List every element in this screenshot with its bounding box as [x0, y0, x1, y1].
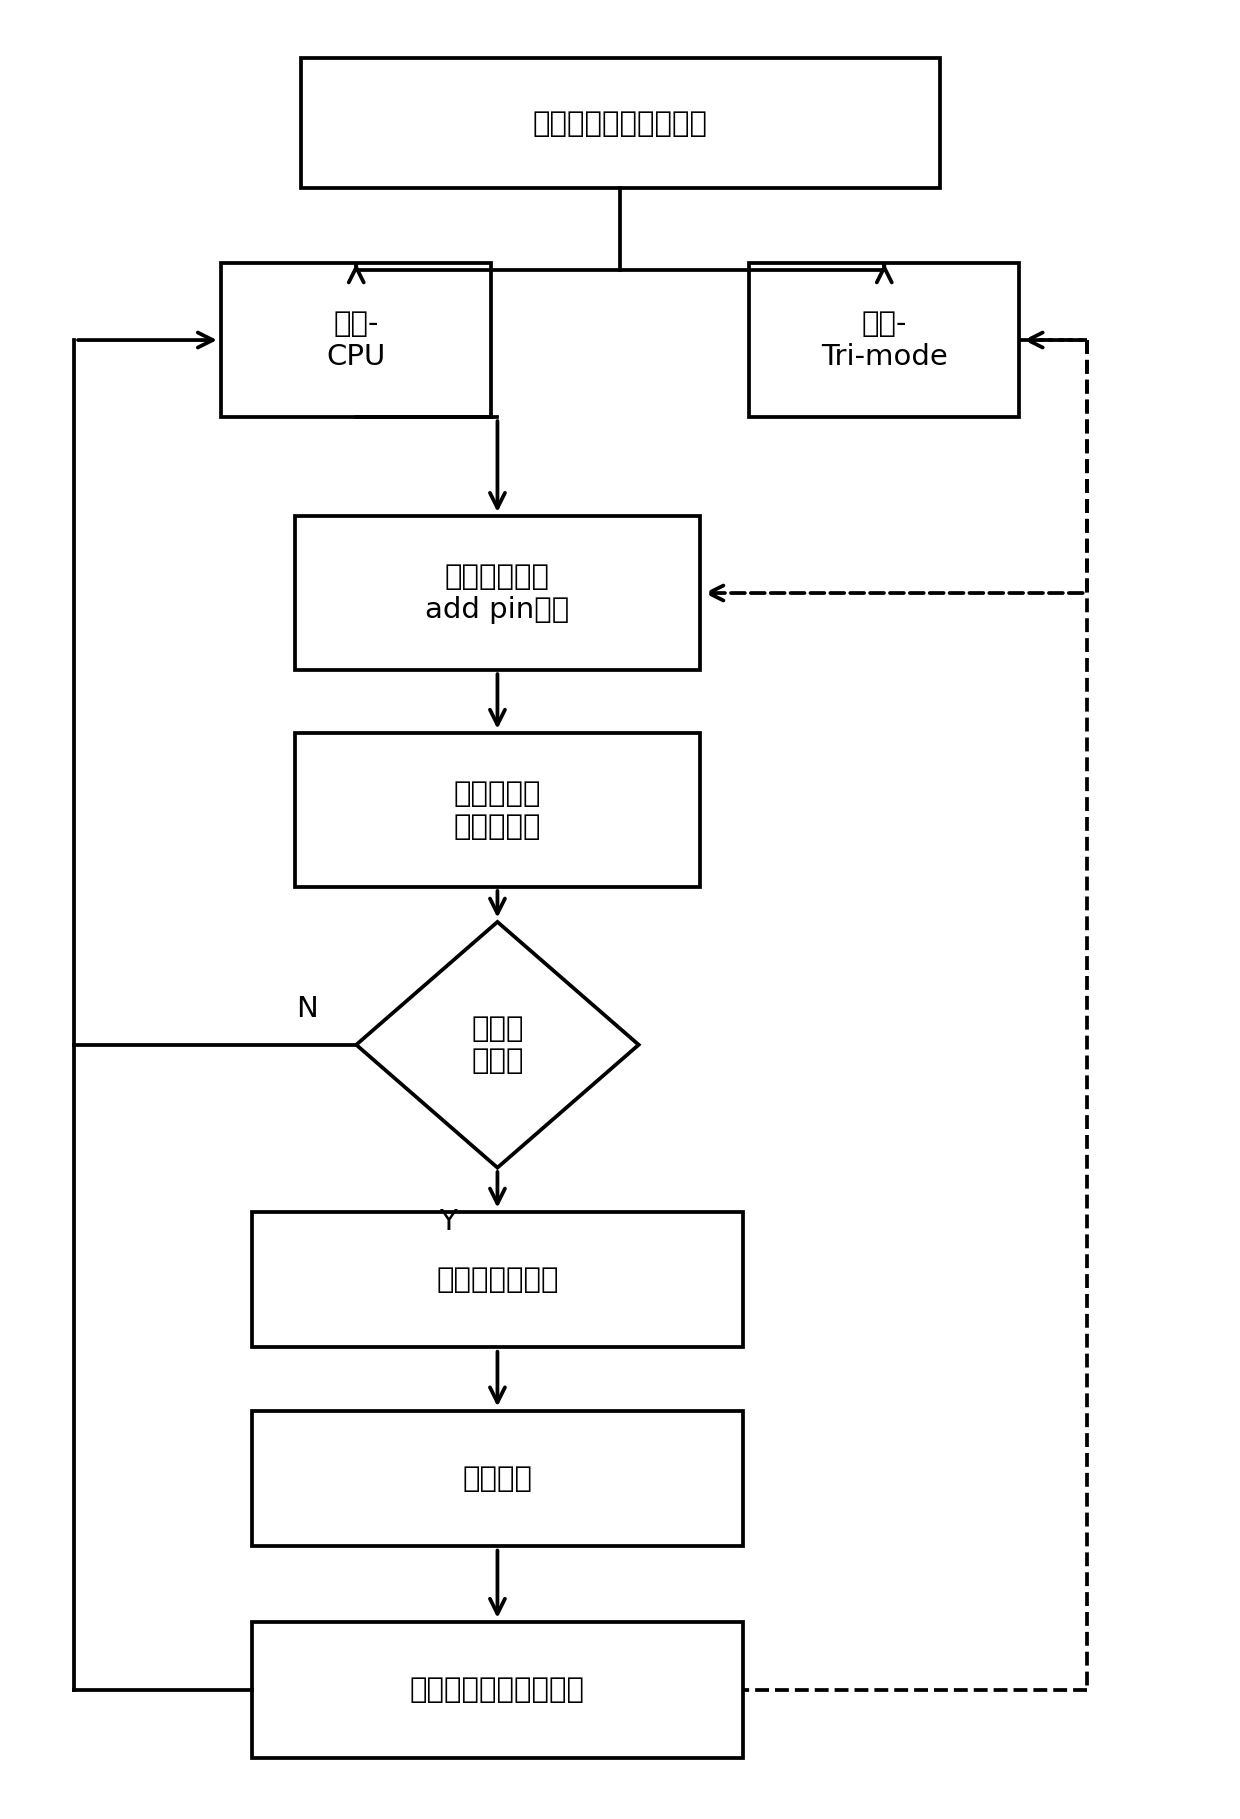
Bar — [295, 517, 699, 669]
Text: 主控-
CPU: 主控- CPU — [326, 311, 386, 371]
Text: 背板点灯: 背板点灯 — [463, 1464, 532, 1493]
Text: 主控-
Tri-mode: 主控- Tri-mode — [821, 311, 947, 371]
Text: 地址信
息匹配: 地址信 息匹配 — [471, 1015, 523, 1075]
Text: Y: Y — [439, 1208, 458, 1237]
Bar — [252, 1412, 743, 1546]
Text: 背板串转并电路: 背板串转并电路 — [436, 1266, 558, 1293]
Text: 背板解析主
板地址信息: 背板解析主 板地址信息 — [454, 780, 541, 840]
Text: N: N — [296, 995, 317, 1022]
Text: 背板读取主板
add pin状态: 背板读取主板 add pin状态 — [425, 564, 569, 624]
Bar — [252, 1623, 743, 1757]
Bar — [252, 1211, 743, 1348]
Bar — [749, 264, 1019, 417]
Text: 背板识别拨码开关状态: 背板识别拨码开关状态 — [532, 109, 708, 138]
Polygon shape — [356, 922, 639, 1168]
Text: 背板信息回传至主控端: 背板信息回传至主控端 — [409, 1675, 585, 1704]
Bar — [221, 264, 491, 417]
Bar — [301, 58, 939, 189]
Bar — [295, 733, 699, 888]
